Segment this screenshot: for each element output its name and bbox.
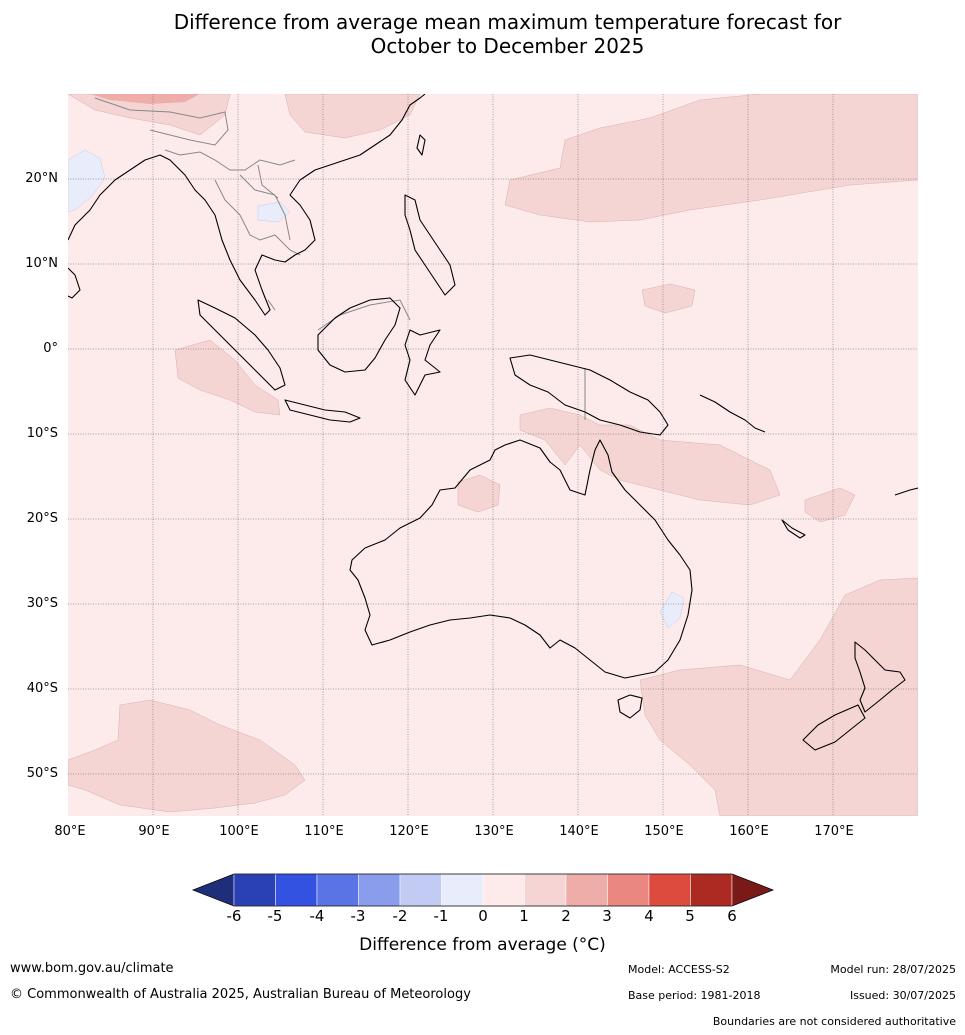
colorbar-swatch	[441, 873, 484, 907]
lat-label-50s: 50°S	[26, 766, 58, 781]
colorbar-swatch	[524, 873, 567, 907]
colorbar-swatch	[482, 873, 525, 907]
colorbar-tick: -4	[309, 907, 325, 925]
title-line-2: October to December 2025	[370, 34, 645, 58]
lat-label-30s: 30°S	[26, 596, 58, 611]
colorbar-tick: -5	[267, 907, 283, 925]
coastlines	[68, 94, 918, 751]
coastline-new-guinea	[509, 354, 669, 436]
colorbar-tick: 5	[685, 907, 695, 925]
coastline-asia-mainland	[68, 94, 426, 316]
lon-label-140e: 140°E	[559, 824, 599, 839]
colorbar-swatch	[607, 873, 650, 907]
lon-label-160e: 160°E	[729, 824, 769, 839]
issued-text: Issued: 30/07/2025	[849, 989, 956, 1002]
anomaly-region-east-australia-cool	[659, 591, 685, 629]
colorbar-tick: -6	[226, 907, 242, 925]
copyright-text: © Commonwealth of Australia 2025, Austra…	[10, 987, 471, 1002]
colorbar-swatch	[358, 873, 401, 907]
anomaly-region-indian-ocean	[174, 339, 281, 416]
anomaly-region-coral-sea	[519, 407, 781, 506]
colorbar-tick: 2	[561, 907, 571, 925]
colorbar-tick: -3	[350, 907, 366, 925]
colorbar-tick: 6	[727, 907, 737, 925]
coastline-sulawesi	[404, 329, 441, 396]
lat-label-20s: 20°S	[26, 511, 58, 526]
colorbar-tick: 4	[644, 907, 654, 925]
lon-label-120e: 120°E	[389, 824, 429, 839]
lat-label-10s: 10°S	[26, 426, 58, 441]
anomaly-region-tasman-sea	[639, 577, 918, 816]
colorbar-label: Difference from average (°C)	[359, 935, 606, 955]
model-text: Model: ACCESS-S2	[628, 963, 730, 976]
website-link[interactable]: www.bom.gov.au/climate	[10, 961, 174, 976]
coastline-tasmania	[617, 694, 643, 719]
colorbar-swatch	[565, 873, 608, 907]
lat-label-10n: 10°N	[25, 256, 58, 271]
anomaly-region-south-pacific-islands	[804, 487, 856, 523]
lon-label-80e: 80°E	[54, 824, 86, 839]
coastline-taiwan	[416, 134, 426, 156]
anomaly-region-himalaya	[68, 94, 231, 136]
lon-label-130e: 130°E	[474, 824, 514, 839]
anomaly-region-west-pacific	[504, 94, 918, 223]
anomaly-region-north-pacific	[284, 94, 421, 139]
colorbar-swatch	[399, 873, 442, 907]
coastline-new-zealand-north	[854, 641, 906, 713]
disclaimer-text: Boundaries are not considered authoritat…	[712, 1015, 956, 1028]
anomaly-region-equatorial-pacific	[641, 283, 696, 314]
coastline-fiji	[894, 487, 918, 496]
lon-label-170e: 170°E	[814, 824, 854, 839]
anomaly-region-indochina-cool	[257, 201, 291, 223]
anomaly-region-southern-ocean	[68, 699, 306, 813]
colorbar-tick: 0	[478, 907, 488, 925]
base-period-text: Base period: 1981-2018	[628, 989, 761, 1002]
colorbar-outline	[191, 873, 775, 907]
coastline-java	[284, 399, 361, 423]
coastline-new-caledonia	[781, 519, 806, 539]
lat-label-equator: 0°	[43, 341, 58, 356]
anomaly-region-northwest-australia	[457, 474, 501, 513]
title-line-1: Difference from average mean maximum tem…	[173, 10, 842, 34]
coastline-new-zealand-south	[802, 704, 866, 751]
colorbar-extend-low	[192, 873, 235, 907]
lon-label-100e: 100°E	[219, 824, 259, 839]
map-plot-area	[68, 94, 918, 816]
coastline-sri-lanka	[68, 267, 81, 299]
lon-label-90e: 90°E	[138, 824, 170, 839]
colorbar-tick: -1	[433, 907, 449, 925]
colorbar-swatch	[316, 873, 359, 907]
lat-label-20n: 20°N	[25, 171, 58, 186]
colorbar-swatch	[690, 873, 733, 907]
lon-label-110e: 110°E	[304, 824, 344, 839]
anomaly-region-india-cool	[68, 149, 106, 213]
coastline-borneo	[317, 297, 401, 373]
map-title: Difference from average mean maximum tem…	[0, 10, 965, 58]
graticule	[68, 94, 918, 816]
anomaly-1-2-regions	[68, 94, 918, 816]
coastline-solomon-islands	[699, 394, 766, 433]
coastline-sumatra	[197, 299, 286, 391]
country-boundaries	[94, 97, 586, 420]
colorbar-swatch	[233, 873, 276, 907]
lon-label-150e: 150°E	[644, 824, 684, 839]
coastline-australia	[349, 439, 693, 679]
colorbar-swatch	[648, 873, 691, 907]
colorbar-extend-high	[731, 873, 774, 907]
colorbar-tick: -2	[392, 907, 408, 925]
coastline-philippines	[404, 194, 456, 296]
lat-label-40s: 40°S	[26, 681, 58, 696]
anomaly-neg-regions	[68, 149, 685, 629]
colorbar-tick: 3	[602, 907, 612, 925]
colorbar-tick: 1	[519, 907, 529, 925]
model-run-text: Model run: 28/07/2025	[830, 963, 956, 976]
anomaly-region-2-3	[90, 94, 200, 104]
colorbar-swatch	[275, 873, 318, 907]
colorbar	[191, 873, 775, 907]
